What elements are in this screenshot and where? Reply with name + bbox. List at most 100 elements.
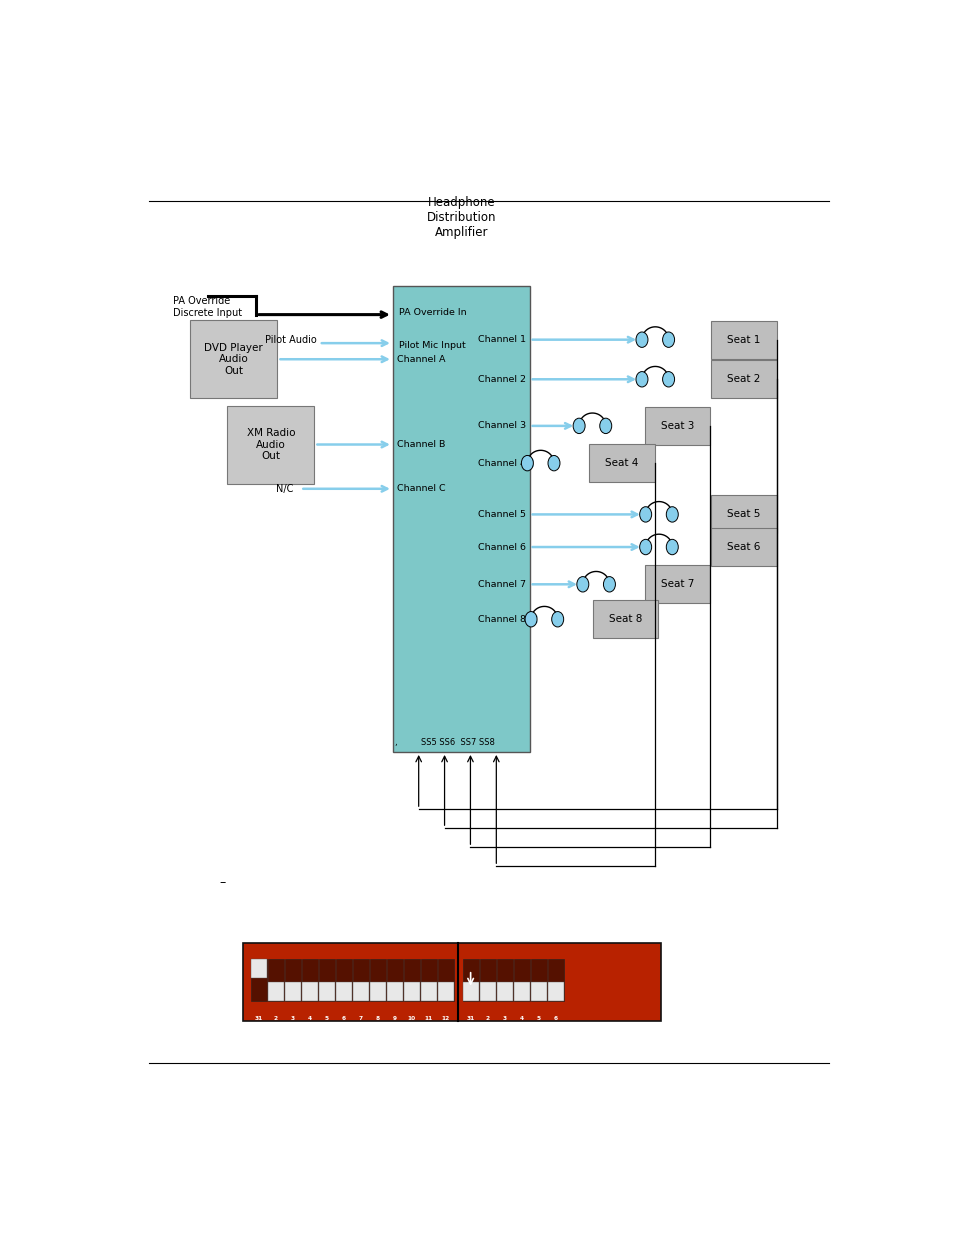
Circle shape: [547, 456, 559, 471]
Text: Seat 8: Seat 8: [608, 614, 641, 624]
Text: Channel 2: Channel 2: [477, 374, 525, 384]
Text: Channel 5: Channel 5: [477, 510, 525, 519]
FancyBboxPatch shape: [479, 960, 495, 1002]
FancyBboxPatch shape: [711, 529, 776, 566]
Text: Pilot Audio: Pilot Audio: [265, 335, 316, 346]
FancyBboxPatch shape: [711, 495, 776, 534]
FancyBboxPatch shape: [513, 960, 529, 1002]
FancyBboxPatch shape: [437, 982, 454, 1002]
Circle shape: [639, 506, 651, 522]
FancyBboxPatch shape: [547, 982, 563, 1002]
FancyBboxPatch shape: [370, 960, 385, 1002]
Circle shape: [521, 456, 533, 471]
FancyBboxPatch shape: [353, 982, 369, 1002]
FancyBboxPatch shape: [711, 361, 776, 399]
FancyBboxPatch shape: [530, 960, 546, 1002]
Text: Seat 3: Seat 3: [660, 421, 694, 431]
Text: Channel 3: Channel 3: [477, 421, 525, 430]
Text: Seat 4: Seat 4: [605, 458, 638, 468]
Text: 5: 5: [536, 1016, 540, 1021]
FancyBboxPatch shape: [318, 982, 335, 1002]
Text: 8: 8: [375, 1016, 379, 1021]
FancyBboxPatch shape: [301, 982, 317, 1002]
Circle shape: [603, 577, 615, 592]
Text: Channel 4: Channel 4: [477, 458, 525, 468]
FancyBboxPatch shape: [335, 982, 352, 1002]
Text: 9: 9: [393, 1016, 396, 1021]
FancyBboxPatch shape: [268, 960, 283, 1002]
FancyBboxPatch shape: [370, 982, 385, 1002]
Circle shape: [662, 332, 674, 347]
FancyBboxPatch shape: [268, 982, 283, 1002]
FancyBboxPatch shape: [479, 982, 495, 1002]
Text: 2: 2: [485, 1016, 489, 1021]
FancyBboxPatch shape: [403, 960, 419, 1002]
Text: Channel 1: Channel 1: [477, 335, 525, 345]
Text: 4: 4: [519, 1016, 523, 1021]
FancyBboxPatch shape: [403, 982, 419, 1002]
FancyBboxPatch shape: [462, 982, 478, 1002]
FancyBboxPatch shape: [190, 320, 277, 398]
FancyBboxPatch shape: [285, 982, 300, 1002]
Text: 4: 4: [308, 1016, 312, 1021]
Text: Headphone
Distribution
Amplifier: Headphone Distribution Amplifier: [426, 196, 496, 240]
FancyBboxPatch shape: [353, 960, 369, 1002]
Text: Channel 6: Channel 6: [477, 542, 525, 552]
FancyBboxPatch shape: [318, 960, 335, 1002]
Circle shape: [636, 332, 647, 347]
Text: 10: 10: [407, 1016, 416, 1021]
FancyBboxPatch shape: [285, 960, 300, 1002]
Text: 6: 6: [341, 1016, 346, 1021]
Text: Channel B: Channel B: [396, 440, 445, 450]
Circle shape: [551, 611, 563, 627]
Text: 6: 6: [553, 1016, 558, 1021]
FancyBboxPatch shape: [497, 982, 512, 1002]
FancyBboxPatch shape: [251, 960, 267, 1002]
Text: 2: 2: [274, 1016, 277, 1021]
Text: Pilot Mic Input: Pilot Mic Input: [398, 341, 465, 350]
Text: Channel C: Channel C: [396, 484, 445, 493]
FancyBboxPatch shape: [497, 960, 512, 1002]
Text: 11: 11: [424, 1016, 433, 1021]
FancyBboxPatch shape: [644, 406, 709, 445]
Circle shape: [665, 506, 678, 522]
FancyBboxPatch shape: [387, 982, 402, 1002]
FancyBboxPatch shape: [301, 960, 317, 1002]
Text: PA Override
Discrete Input: PA Override Discrete Input: [173, 296, 242, 317]
Text: DVD Player
Audio
Out: DVD Player Audio Out: [204, 342, 263, 375]
Text: Seat 5: Seat 5: [726, 509, 760, 520]
Text: 5: 5: [324, 1016, 329, 1021]
Circle shape: [639, 540, 651, 555]
FancyBboxPatch shape: [547, 960, 563, 1002]
Circle shape: [573, 419, 584, 433]
FancyBboxPatch shape: [243, 944, 660, 1021]
Text: 12: 12: [441, 1016, 450, 1021]
FancyBboxPatch shape: [420, 982, 436, 1002]
Text: Channel 8: Channel 8: [477, 615, 525, 624]
FancyBboxPatch shape: [227, 405, 314, 484]
Text: Seat 1: Seat 1: [726, 335, 760, 345]
Text: SS5 SS6  SS7 SS8: SS5 SS6 SS7 SS8: [420, 739, 494, 747]
FancyBboxPatch shape: [437, 960, 454, 1002]
Text: 3: 3: [502, 1016, 506, 1021]
Text: 7: 7: [358, 1016, 362, 1021]
Text: 31: 31: [254, 1016, 263, 1021]
Text: XM Radio
Audio
Out: XM Radio Audio Out: [246, 427, 294, 461]
FancyBboxPatch shape: [530, 982, 546, 1002]
Text: 3: 3: [291, 1016, 294, 1021]
Text: Channel A: Channel A: [396, 354, 445, 364]
FancyBboxPatch shape: [387, 960, 402, 1002]
Text: Channel 7: Channel 7: [477, 579, 525, 589]
Circle shape: [524, 611, 537, 627]
Text: Seat 6: Seat 6: [726, 542, 760, 552]
Text: N/C: N/C: [275, 484, 293, 494]
Text: 31: 31: [466, 1016, 475, 1021]
FancyBboxPatch shape: [335, 960, 352, 1002]
FancyBboxPatch shape: [251, 960, 267, 978]
FancyBboxPatch shape: [644, 566, 709, 604]
FancyBboxPatch shape: [420, 960, 436, 1002]
Circle shape: [636, 372, 647, 387]
FancyBboxPatch shape: [593, 600, 658, 638]
FancyBboxPatch shape: [711, 321, 776, 358]
FancyBboxPatch shape: [393, 287, 529, 752]
